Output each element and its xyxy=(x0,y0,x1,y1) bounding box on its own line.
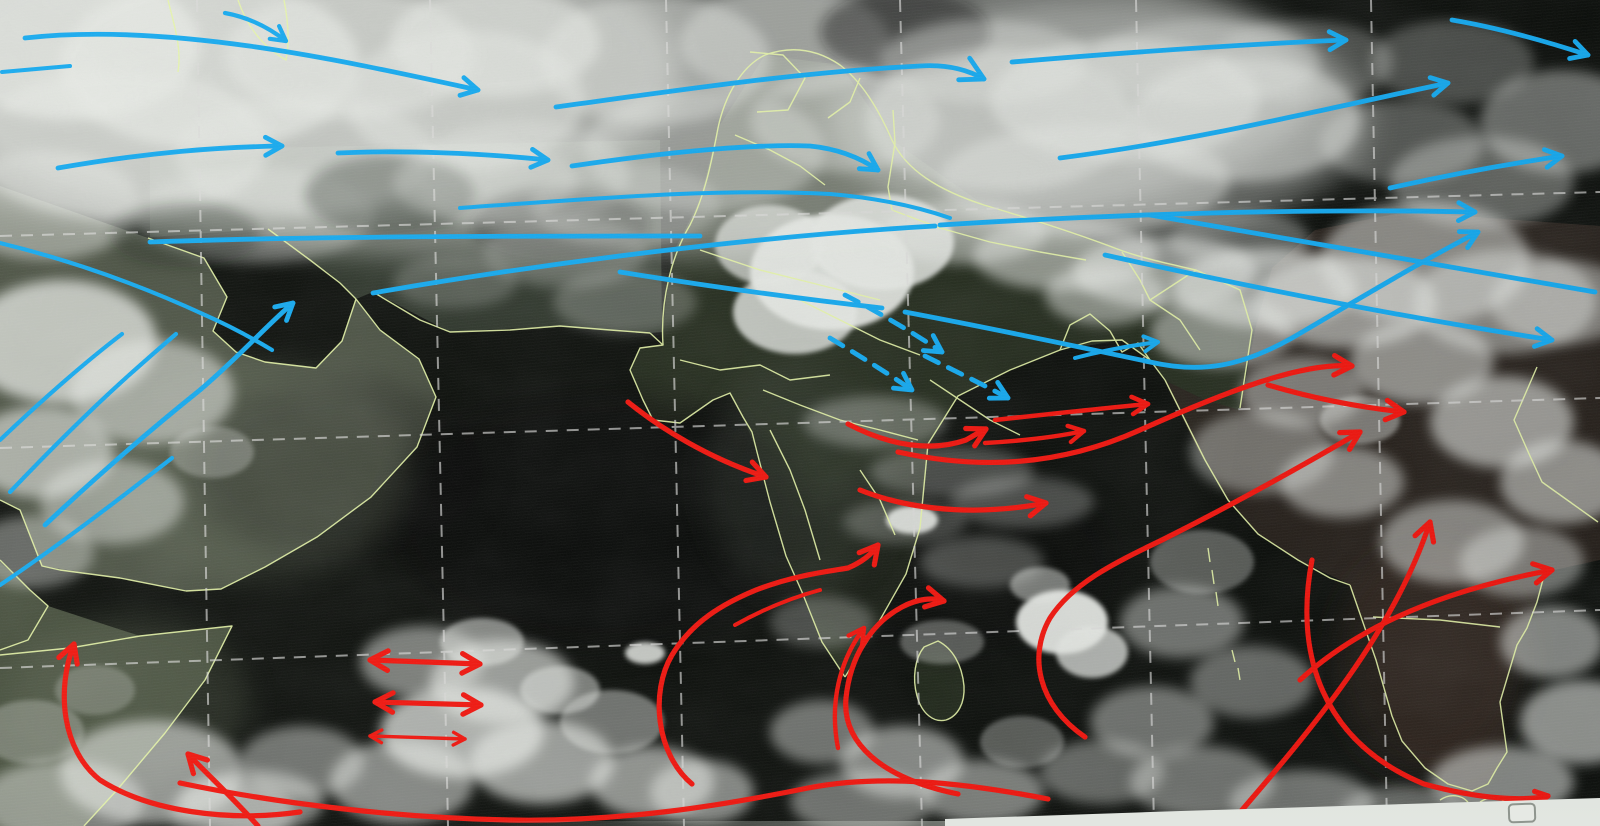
window-edge-faint xyxy=(430,821,950,826)
scrollbar-handle[interactable] xyxy=(1507,802,1537,824)
